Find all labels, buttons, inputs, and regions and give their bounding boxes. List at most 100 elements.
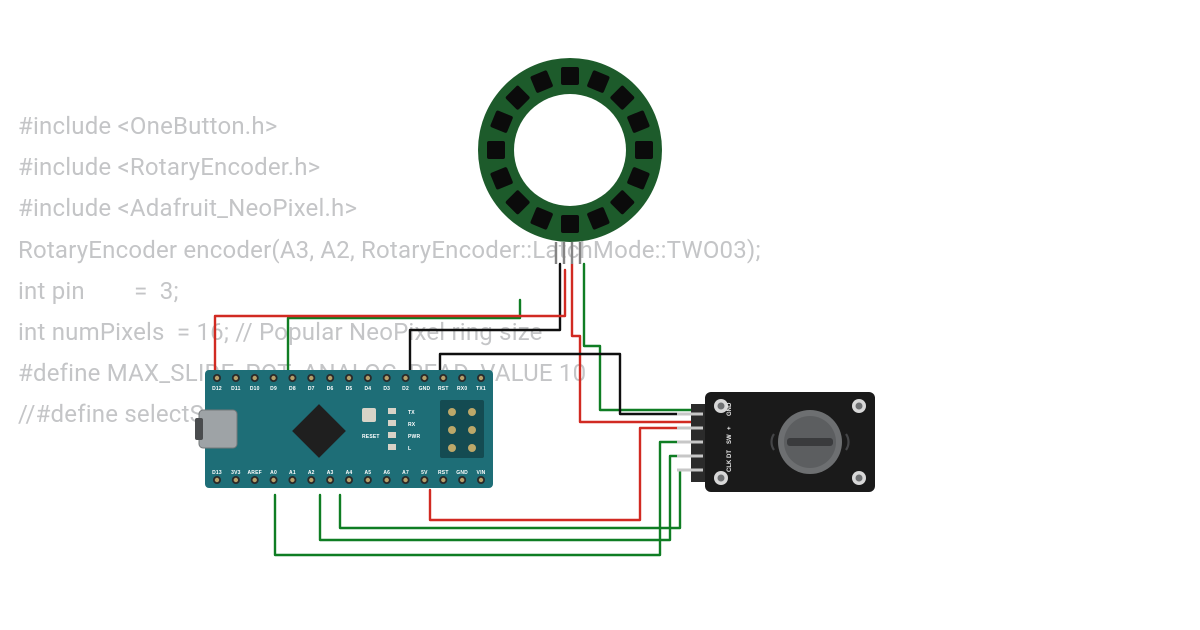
- nano-pin-label: RX0: [457, 386, 467, 392]
- nano-pin-label: D2: [402, 386, 409, 392]
- nano-reset-button: [362, 408, 376, 422]
- nano-pin-hole-inner: [347, 376, 351, 380]
- nano-icsp-hole: [448, 408, 456, 416]
- nano-pin-label: GND: [419, 386, 431, 392]
- nano-pin-hole-inner: [385, 376, 389, 380]
- nano-reset-label: RESET: [362, 434, 380, 440]
- nano-pin-hole-inner: [234, 376, 238, 380]
- nano-pin-hole-inner: [290, 478, 294, 482]
- nano-pin-label: D9: [270, 386, 277, 392]
- nano-pin-hole-inner: [347, 478, 351, 482]
- neopixel-led: [561, 215, 579, 233]
- nano-pin-label: D11: [231, 386, 241, 392]
- nano-pin-label: D5: [346, 386, 353, 392]
- encoder-pin-label: CLK: [727, 459, 733, 472]
- encoder-mounting-hole-inner: [718, 403, 725, 410]
- diagram-stage: #include <OneButton.h>#include <RotaryEn…: [0, 0, 1200, 630]
- neopixel-board-hole: [514, 94, 626, 206]
- nano-pin-hole-inner: [479, 376, 483, 380]
- nano-pin-label: D13: [212, 470, 222, 476]
- nano-usb-port: [195, 418, 203, 440]
- nano-pin-hole-inner: [441, 478, 445, 482]
- nano-pin-hole-inner: [460, 478, 464, 482]
- nano-icsp-hole: [468, 408, 476, 416]
- nano-icsp-hole: [468, 444, 476, 452]
- nano-pin-hole-inner: [441, 376, 445, 380]
- nano-led-label: PWR: [408, 434, 420, 440]
- nano-pin-hole-inner: [403, 478, 407, 482]
- nano-pin-label: D8: [289, 386, 296, 392]
- nano-icsp-hole: [448, 444, 456, 452]
- nano-pin-hole-inner: [253, 376, 257, 380]
- nano-pin-hole-inner: [366, 478, 370, 482]
- neopixel-led: [635, 141, 653, 159]
- neopixel-led: [487, 141, 505, 159]
- nano-pin-label: VIN: [477, 470, 486, 476]
- nano-pin-hole-inner: [253, 478, 257, 482]
- encoder-pin-label: DT: [727, 450, 733, 458]
- nano-led-label: TX: [408, 410, 415, 416]
- nano-pin-label: D10: [250, 386, 260, 392]
- wire-w-np-din: [584, 264, 698, 410]
- nano-led: [388, 420, 396, 426]
- nano-pin-label: A5: [364, 470, 371, 476]
- neopixel-led: [561, 67, 579, 85]
- encoder-knob-slot: [787, 438, 833, 446]
- nano-pin-hole-inner: [271, 376, 275, 380]
- encoder-mounting-hole-inner: [856, 403, 863, 410]
- nano-pin-label: A4: [346, 470, 353, 476]
- nano-pin-hole-inner: [422, 376, 426, 380]
- nano-led: [388, 432, 396, 438]
- nano-pin-hole-inner: [290, 376, 294, 380]
- nano-pin-hole-inner: [328, 478, 332, 482]
- nano-pin-label: D3: [383, 386, 390, 392]
- nano-pin-hole-inner: [271, 478, 275, 482]
- nano-pin-label: A2: [308, 470, 315, 476]
- nano-pin-hole-inner: [328, 376, 332, 380]
- encoder-mounting-hole-inner: [718, 475, 725, 482]
- nano-pin-hole-inner: [460, 376, 464, 380]
- nano-icsp-hole: [468, 426, 476, 434]
- nano-led: [388, 408, 396, 414]
- nano-pin-hole-inner: [385, 478, 389, 482]
- nano-pin-label: GND: [456, 470, 468, 476]
- wire-w-np-5v: [572, 264, 698, 422]
- nano-pin-hole-inner: [422, 478, 426, 482]
- encoder-mounting-hole-inner: [856, 475, 863, 482]
- nano-pin-label: A6: [383, 470, 390, 476]
- nano-icsp-header: [440, 400, 484, 458]
- nano-led-label: RX: [408, 422, 416, 428]
- nano-pin-label: RST: [438, 470, 449, 476]
- nano-pin-hole-inner: [403, 376, 407, 380]
- nano-pin-label: D12: [212, 386, 222, 392]
- nano-icsp-hole: [448, 426, 456, 434]
- nano-pin-hole-inner: [479, 478, 483, 482]
- circuit-diagram: D12D13D113V3D10AREFD9A0D8A1D7A2D6A3D5A4D…: [0, 0, 1200, 630]
- nano-pin-hole-inner: [309, 376, 313, 380]
- nano-usb: [199, 410, 237, 448]
- nano-pin-label: 5V: [421, 470, 428, 476]
- rotary-encoder-module: GND+SWDTCLK: [677, 392, 875, 492]
- nano-led-label: L: [408, 446, 411, 452]
- nano-pin-hole-inner: [366, 376, 370, 380]
- nano-pin-label: D6: [327, 386, 334, 392]
- neopixel-ring: [478, 58, 662, 264]
- nano-pin-label: A3: [327, 470, 334, 476]
- nano-led: [388, 444, 396, 450]
- nano-pin-label: D7: [308, 386, 315, 392]
- nano-pin-hole-inner: [215, 478, 219, 482]
- nano-pin-label: TX1: [476, 386, 486, 392]
- nano-pin-label: RST: [438, 386, 449, 392]
- nano-pin-label: 3V3: [231, 470, 241, 476]
- wire-w-nano-d9: [288, 300, 520, 374]
- nano-pin-label: D4: [364, 386, 371, 392]
- encoder-pin-label: +: [727, 426, 733, 430]
- nano-pin-hole-inner: [215, 376, 219, 380]
- nano-pin-hole-inner: [309, 478, 313, 482]
- nano-pin-hole-inner: [234, 478, 238, 482]
- nano-pin-label: A7: [402, 470, 409, 476]
- nano-pin-label: A1: [289, 470, 296, 476]
- nano-pin-label: A0: [270, 470, 277, 476]
- encoder-pin-label: GND: [727, 402, 733, 416]
- arduino-nano-board: D12D13D113V3D10AREFD9A0D8A1D7A2D6A3D5A4D…: [195, 370, 493, 488]
